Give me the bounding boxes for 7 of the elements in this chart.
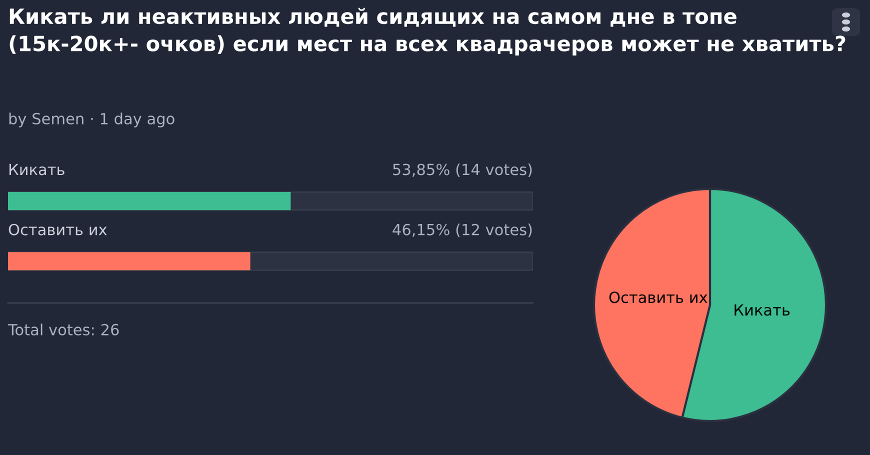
chart-title: Кикать ли неактивных людей сидящих на самом дне в топе (15к-20к+- очков) если мест на всех квадрачеров может не хватить? [10, 8, 846, 56]
data-label: 53,85% (14 votes) [393, 163, 532, 178]
slice-label: Кикать [734, 304, 790, 316]
data-label: 46,15% (12 votes) [392, 224, 532, 238]
chart-subtitle: by Semen · 1 day ago [9, 112, 174, 128]
text: Total votes: 26 [8, 324, 119, 336]
slice-label: Оставить их [609, 292, 708, 304]
